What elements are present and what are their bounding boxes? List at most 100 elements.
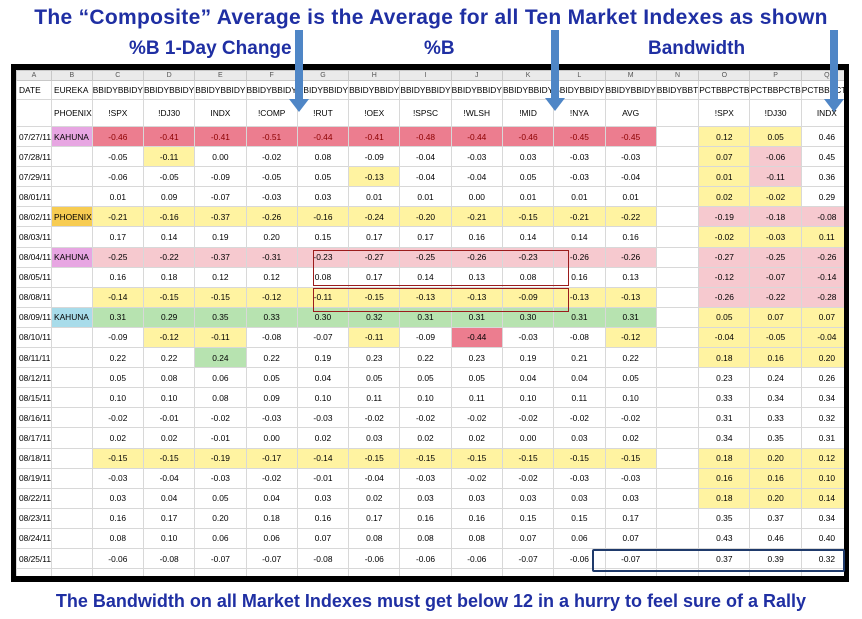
pctb-change-cell[interactable]: 0.03 xyxy=(348,427,401,449)
pctb-change-cell[interactable]: -0.12 xyxy=(245,286,298,308)
pctb-change-cell[interactable]: 0.17 xyxy=(604,507,657,529)
pctb-change-cell[interactable]: -0.45 xyxy=(553,125,606,148)
pctb-cell[interactable]: 0.05 xyxy=(698,306,751,328)
eureka-signal-cell[interactable] xyxy=(50,487,93,509)
pctb-cell[interactable]: -0.07 xyxy=(749,266,802,288)
pctb-change-cell[interactable]: -0.02 xyxy=(501,407,555,429)
pctb-change-cell[interactable]: -0.07 xyxy=(501,547,555,570)
date-cell[interactable]: 07/28/11 xyxy=(16,146,52,168)
pctb-change-cell[interactable]: 0.03 xyxy=(296,487,350,509)
pctb-change-cell[interactable]: -0.26 xyxy=(604,246,657,268)
spacer-cell[interactable] xyxy=(655,186,700,208)
pctb-change-cell[interactable]: 0.05 xyxy=(450,367,503,389)
spacer-cell[interactable] xyxy=(655,306,700,328)
pctb-cell[interactable]: 0.07 xyxy=(749,306,802,328)
spacer-cell[interactable] xyxy=(655,507,700,529)
column-header-letter[interactable]: F xyxy=(245,70,298,81)
pctb-cell[interactable]: 0.35 xyxy=(749,427,802,449)
pctb-cell[interactable]: 0.07 xyxy=(800,306,844,328)
spacer-cell[interactable] xyxy=(655,407,700,429)
pctb-change-cell[interactable]: 0.09 xyxy=(142,186,196,208)
pctb-change-cell[interactable]: -0.03 xyxy=(399,467,452,489)
pctb-change-cell[interactable]: 0.03 xyxy=(553,487,606,509)
column-header-letter[interactable]: H xyxy=(348,70,401,81)
pctb-cell[interactable]: -0.18 xyxy=(749,206,802,228)
column-header-letter[interactable]: O xyxy=(698,70,751,81)
pctb-change-cell[interactable]: 0.02 xyxy=(142,427,196,449)
date-cell[interactable]: 08/24/11 xyxy=(16,527,52,549)
pctb-change-cell[interactable]: 0.05 xyxy=(91,367,144,389)
pctb-change-cell[interactable]: 0.05 xyxy=(399,367,452,389)
pctb-change-cell[interactable]: 0.10 xyxy=(91,387,144,409)
eureka-signal-cell[interactable] xyxy=(50,507,93,529)
pctb-change-cell[interactable]: -0.06 xyxy=(348,547,401,570)
header-code-cell[interactable]: BBIDYBBIDY xyxy=(450,80,503,100)
header-code-cell[interactable]: PCTBBPCTB xyxy=(749,80,802,100)
pctb-change-cell[interactable]: -0.15 xyxy=(399,447,452,469)
pctb-change-cell[interactable]: 0.02 xyxy=(348,487,401,509)
pctb-change-cell[interactable]: -0.04 xyxy=(142,467,196,489)
pctb-cell[interactable]: -0.05 xyxy=(749,326,802,349)
pctb-cell[interactable]: -0.06 xyxy=(749,146,802,168)
column-header-letter[interactable]: K xyxy=(501,70,555,81)
pctb-change-cell[interactable]: -0.06 xyxy=(91,547,144,570)
eureka-signal-cell[interactable] xyxy=(50,226,93,248)
pctb-change-cell[interactable]: -0.09 xyxy=(348,146,401,168)
pctb-change-cell[interactable]: -0.06 xyxy=(450,547,503,570)
pctb-change-cell[interactable]: 0.03 xyxy=(553,427,606,449)
pctb-cell[interactable]: 0.20 xyxy=(749,487,802,509)
pctb-change-cell[interactable]: 0.03 xyxy=(296,186,350,208)
column-header-letter[interactable]: L xyxy=(553,70,606,81)
date-cell[interactable]: 08/23/11 xyxy=(16,507,52,529)
pctb-change-cell[interactable]: -0.41 xyxy=(194,125,247,148)
pctb-change-cell[interactable]: 0.05 xyxy=(604,367,657,389)
pctb-change-cell[interactable]: 0.08 xyxy=(450,527,503,549)
pctb-change-cell[interactable]: -0.08 xyxy=(142,547,196,570)
column-header-letter[interactable]: I xyxy=(399,70,452,81)
pctb-change-cell[interactable]: 0.17 xyxy=(348,226,401,248)
pctb-change-cell[interactable]: 0.06 xyxy=(194,527,247,549)
spacer-cell[interactable] xyxy=(655,146,700,168)
eureka-signal-cell[interactable] xyxy=(50,286,93,308)
date-cell[interactable]: 08/22/11 xyxy=(16,487,52,509)
pctb-change-cell[interactable]: 0.30 xyxy=(501,306,555,328)
date-cell[interactable]: 08/11/11 xyxy=(16,347,52,369)
pctb-change-cell[interactable]: 0.35 xyxy=(194,306,247,328)
eureka-signal-cell[interactable] xyxy=(50,166,93,188)
pctb-change-cell[interactable]: 0.03 xyxy=(501,146,555,168)
pctb-cell[interactable]: 0.33 xyxy=(698,387,751,409)
pctb-change-cell[interactable]: 0.08 xyxy=(194,387,247,409)
column-header-letter[interactable]: E xyxy=(194,70,247,81)
pctb-change-cell[interactable]: 0.05 xyxy=(348,367,401,389)
pctb-change-cell[interactable]: 0.02 xyxy=(450,427,503,449)
header-code-cell[interactable]: PCTBBPCTB xyxy=(698,80,751,100)
pctb-change-cell[interactable]: 0.17 xyxy=(348,507,401,529)
pctb-change-cell[interactable]: 0.00 xyxy=(450,186,503,208)
spacer-cell[interactable] xyxy=(655,387,700,409)
pctb-change-cell[interactable]: 0.21 xyxy=(553,347,606,369)
pctb-change-cell[interactable]: -0.03 xyxy=(245,186,298,208)
pctb-change-cell[interactable]: 0.06 xyxy=(245,527,298,549)
eureka-signal-cell[interactable] xyxy=(50,186,93,208)
pctb-change-cell[interactable]: -0.03 xyxy=(553,467,606,489)
pctb-change-cell[interactable]: -0.22 xyxy=(142,246,196,268)
header-index-cell[interactable]: PHOENIX xyxy=(50,99,93,127)
pctb-cell[interactable]: 0.05 xyxy=(749,125,802,148)
pctb-cell[interactable]: -0.04 xyxy=(800,326,844,349)
pctb-change-cell[interactable]: -0.20 xyxy=(399,206,452,228)
pctb-change-cell[interactable]: 0.31 xyxy=(553,306,606,328)
pctb-change-cell[interactable]: -0.15 xyxy=(91,447,144,469)
eureka-signal-cell[interactable]: PHOENIX xyxy=(50,206,93,228)
pctb-change-cell[interactable]: 0.07 xyxy=(501,527,555,549)
pctb-cell[interactable]: 0.12 xyxy=(800,447,844,469)
pctb-change-cell[interactable]: -0.02 xyxy=(245,146,298,168)
pctb-change-cell[interactable]: -0.07 xyxy=(296,326,350,349)
pctb-cell[interactable]: -0.27 xyxy=(698,246,751,268)
spacer-cell[interactable] xyxy=(655,226,700,248)
pctb-change-cell[interactable]: 0.08 xyxy=(399,527,452,549)
pctb-change-cell[interactable]: 0.12 xyxy=(245,266,298,288)
spacer-cell[interactable] xyxy=(655,125,700,148)
pctb-cell[interactable]: 0.31 xyxy=(800,427,844,449)
eureka-signal-cell[interactable]: KAHUNA xyxy=(50,306,93,328)
pctb-cell[interactable]: 0.46 xyxy=(800,125,844,148)
